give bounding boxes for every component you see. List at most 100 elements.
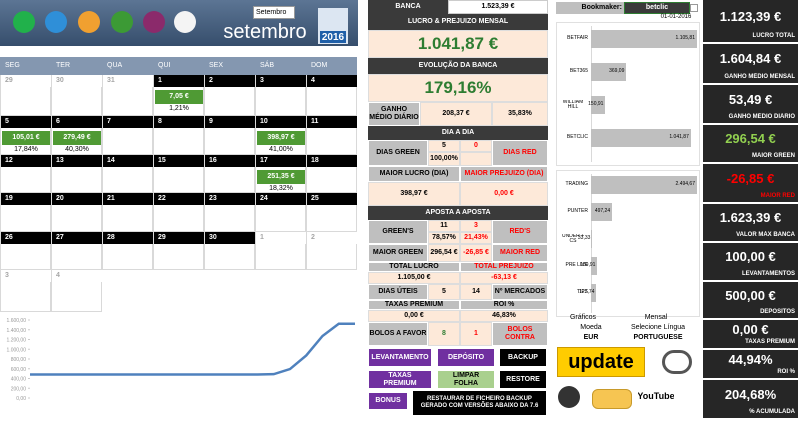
stat-value: 100,00 € bbox=[725, 249, 776, 265]
day-pct: 40,30% bbox=[65, 146, 89, 154]
download-icon[interactable] bbox=[662, 350, 692, 374]
day-number: 5 bbox=[1, 116, 51, 128]
month-select[interactable]: Setembro bbox=[253, 6, 295, 19]
bookmaker-select[interactable]: betclic bbox=[624, 2, 690, 14]
stats-icon[interactable] bbox=[174, 11, 196, 33]
button[interactable]: BACKUP bbox=[500, 349, 546, 366]
day-number: 14 bbox=[103, 155, 153, 167]
home-icon[interactable] bbox=[13, 11, 35, 33]
day-number: 16 bbox=[205, 155, 255, 167]
day-number: 29 bbox=[154, 232, 204, 244]
dias-green: 5 bbox=[428, 140, 460, 152]
button[interactable]: RESTAURAR DE FICHEIRO BACKUP GERADO COM … bbox=[413, 391, 546, 415]
category-label: WILLIAM HILL bbox=[562, 100, 584, 110]
bar bbox=[591, 96, 606, 114]
button[interactable]: RESTORE bbox=[500, 371, 546, 388]
stat-tile bbox=[703, 125, 798, 162]
footer-text: PORTUGUESE bbox=[633, 333, 683, 341]
stat-label: ROI % bbox=[777, 369, 795, 376]
stat-value: 1.123,39 € bbox=[719, 8, 782, 24]
maior-lucro-label: MAIOR LUCRO (DIA) bbox=[368, 166, 460, 182]
day-number: 28 bbox=[103, 232, 153, 244]
mercados: 14 bbox=[460, 284, 492, 300]
stat-label: GANHO MÉDIO MENSAL bbox=[724, 74, 795, 81]
ganho-pct: 35,83% bbox=[492, 102, 548, 126]
value-label: 1.105,81 bbox=[675, 35, 695, 42]
day-number: 31 bbox=[103, 75, 153, 87]
day-number: 23 bbox=[205, 193, 255, 205]
y-tick-label: 200,00 bbox=[11, 386, 27, 392]
aposta-title: APOSTA A APOSTA bbox=[368, 206, 548, 220]
donate-button[interactable] bbox=[592, 389, 632, 409]
weekday: SEG bbox=[0, 57, 51, 75]
day-number: 29 bbox=[1, 75, 51, 87]
dias-uteis-label: DIAS ÚTEIS bbox=[368, 284, 428, 300]
stat-value: 44,94% bbox=[728, 352, 773, 367]
total-lucro: 1.105,00 € bbox=[368, 272, 460, 284]
calendar-icon[interactable] bbox=[45, 11, 67, 33]
year: 2016 bbox=[321, 31, 345, 43]
bar bbox=[591, 203, 613, 221]
day-number: 9 bbox=[205, 116, 255, 128]
stat-tile bbox=[703, 380, 798, 418]
info-icon[interactable] bbox=[558, 386, 580, 408]
maior-green-label: MAIOR GREEN bbox=[368, 244, 428, 262]
day-number: 18 bbox=[307, 155, 357, 167]
day-number: 30 bbox=[52, 75, 102, 87]
day-number: 7 bbox=[103, 116, 153, 128]
maior-prejuizo: 0,00 € bbox=[460, 182, 548, 206]
balance-chart: 0,00 200,00 400,00 600,00 800,00 1.000,00 1.20… bbox=[7, 318, 355, 402]
greens-pct: 78,57% bbox=[428, 232, 460, 244]
y-tick-label: 1.000,00 bbox=[7, 347, 27, 353]
day-amount: 105,01 € bbox=[2, 131, 50, 145]
day-number: 26 bbox=[1, 232, 51, 244]
value-label: 369,09 bbox=[609, 68, 625, 75]
chart-icon[interactable] bbox=[143, 11, 165, 33]
day-number: 12 bbox=[1, 155, 51, 167]
dropdown-arrow[interactable] bbox=[690, 4, 698, 12]
bolos-favor-label: BOLOS A FAVOR bbox=[368, 322, 428, 346]
dias-red-label: DIAS RED bbox=[492, 140, 548, 166]
bar bbox=[591, 176, 697, 194]
stat-tile bbox=[703, 204, 798, 241]
button[interactable]: LEVANTAMENTO bbox=[369, 349, 431, 366]
day-pct: 17,84% bbox=[14, 146, 38, 154]
bar bbox=[591, 230, 593, 248]
greens: 11 bbox=[428, 220, 460, 232]
day-number: 2 bbox=[307, 232, 357, 244]
button[interactable]: TAXAS PREMIUM bbox=[369, 371, 431, 388]
total-prejuizo: -63,13 € bbox=[460, 272, 548, 284]
day-amount: 279,49 € bbox=[53, 131, 101, 145]
bookmaker-date: 01-01-2016 bbox=[660, 13, 692, 20]
category-label: TIPS bbox=[576, 289, 588, 296]
axis bbox=[591, 26, 592, 162]
stat-tile bbox=[703, 282, 798, 318]
chart-frame bbox=[556, 22, 700, 166]
bolos-favor: 8 bbox=[428, 322, 460, 346]
list-icon[interactable] bbox=[78, 11, 100, 33]
day-number: 4 bbox=[52, 270, 102, 282]
reds-pct: 21,43% bbox=[460, 232, 492, 244]
update-button[interactable]: update bbox=[557, 347, 645, 377]
cell bbox=[460, 152, 492, 166]
day-number: 2 bbox=[205, 75, 255, 87]
button[interactable]: BONUS bbox=[369, 393, 407, 409]
value-label: 497,24 bbox=[594, 208, 611, 215]
stat-label: MAIOR GREEN bbox=[751, 153, 795, 160]
youtube-logo[interactable]: YouTube bbox=[638, 388, 674, 406]
day-pct: 18,32% bbox=[269, 185, 293, 193]
category-label: BET365 bbox=[569, 68, 588, 75]
footer-text: Gráficos bbox=[569, 313, 597, 321]
button[interactable]: DEPÓSITO bbox=[438, 349, 494, 366]
y-tick-label: 1.200,00 bbox=[7, 338, 27, 344]
sports-icon[interactable] bbox=[111, 11, 133, 33]
lucro: 1.041,87 € bbox=[368, 30, 548, 58]
mercados-label: Nº MERCADOS bbox=[492, 284, 548, 300]
lucro-title: LUCRO & PREJUIZO MENSAL bbox=[368, 14, 548, 30]
banca: 1.523,39 € bbox=[448, 0, 548, 14]
bolos-contra-label: BOLOS CONTRA bbox=[492, 322, 548, 346]
button[interactable]: LIMPAR FOLHA bbox=[438, 371, 494, 388]
day-number: 11 bbox=[307, 116, 357, 128]
y-tick-label: 400,00 bbox=[11, 377, 27, 383]
